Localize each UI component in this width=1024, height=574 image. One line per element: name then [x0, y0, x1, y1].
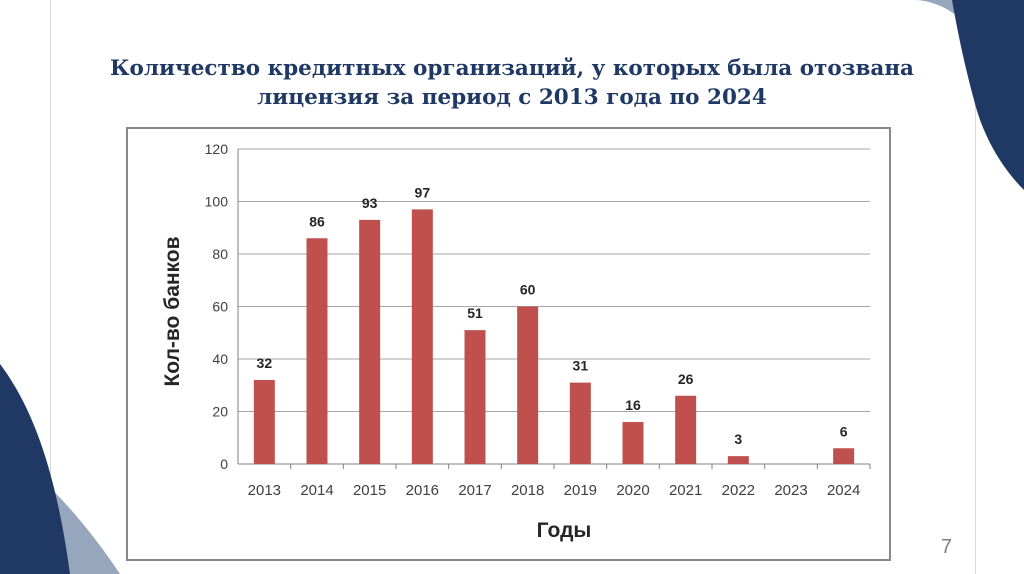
bar-2019	[569, 382, 591, 464]
y-tick-label: 20	[212, 404, 228, 420]
x-tick-label: 2016	[406, 482, 439, 499]
slide-frame	[50, 0, 976, 574]
x-tick-label: 2017	[458, 482, 491, 499]
bar-chart: 0 20 40 60 80 100 120 2013 32 2014 86 2015 93 2016 97 2…	[161, 141, 871, 542]
corner-decoration-bottom-left	[0, 364, 120, 574]
data-label: 97	[415, 184, 431, 200]
data-label: 16	[625, 397, 641, 413]
bar-2013	[253, 380, 275, 464]
data-label: 26	[678, 371, 694, 387]
data-label: 86	[309, 213, 325, 229]
x-tick-label: 2018	[511, 482, 544, 499]
y-tick-label: 40	[212, 351, 228, 367]
bar-2015	[359, 219, 381, 464]
bar-2014	[306, 238, 328, 464]
x-tick-label: 2014	[300, 482, 333, 499]
data-label: 51	[467, 305, 483, 321]
slide-title-line-1: Количество кредитных организаций, у кото…	[110, 56, 914, 81]
data-label: 6	[840, 423, 848, 439]
bar-2016	[411, 209, 433, 464]
y-tick-label: 80	[212, 246, 228, 262]
y-tick-label: 120	[205, 141, 229, 157]
x-tick-label: 2015	[353, 482, 386, 499]
decoration-shape-dark	[952, 0, 1024, 190]
bar-2018	[517, 306, 539, 464]
y-tick-label: 100	[205, 194, 229, 210]
bar-2021	[675, 395, 697, 464]
y-tick-label: 60	[212, 299, 228, 315]
data-label: 93	[362, 195, 378, 211]
data-label: 32	[257, 355, 273, 371]
bar-2017	[464, 330, 486, 464]
y-tick-label: 0	[220, 456, 228, 472]
data-label: 60	[520, 282, 536, 298]
chart-frame	[126, 127, 891, 561]
x-tick-label: 2020	[616, 482, 649, 499]
slide-title-line-2: лицензия за период с 2013 года по 2024	[257, 85, 767, 110]
data-label: 31	[573, 358, 589, 374]
slide-title: Количество кредитных организаций, у кото…	[60, 54, 964, 112]
y-axis-title: Кол-во банков	[161, 236, 184, 386]
decoration-shape-dark	[0, 364, 70, 574]
data-label: 3	[734, 431, 742, 447]
x-tick-label: 2024	[827, 482, 860, 499]
x-tick-label: 2023	[774, 482, 807, 499]
bar-2020	[622, 422, 644, 464]
x-axis-title: Годы	[537, 519, 592, 542]
x-tick-label: 2013	[248, 482, 281, 499]
x-tick-label: 2019	[564, 482, 597, 499]
bar-2024	[833, 448, 855, 464]
corner-decoration-top-right	[914, 0, 1024, 190]
page-number: 7	[940, 536, 952, 558]
x-tick-label: 2022	[722, 482, 755, 499]
bar-2022	[727, 456, 749, 464]
x-tick-label: 2021	[669, 482, 702, 499]
